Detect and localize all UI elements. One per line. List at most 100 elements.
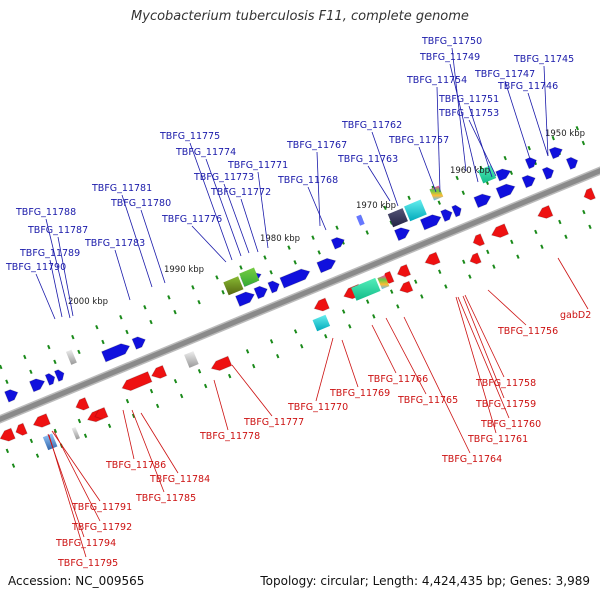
reverse-gene-label: TBFG_11761 xyxy=(467,434,528,445)
track-tick xyxy=(53,428,58,434)
reverse-gene xyxy=(0,427,16,442)
track-tick xyxy=(390,289,394,294)
track-tick xyxy=(372,314,376,319)
track-tick xyxy=(125,329,129,335)
track-tick xyxy=(191,285,195,290)
reverse-gene xyxy=(210,355,233,371)
track-tick xyxy=(317,250,321,255)
forward-gene xyxy=(548,146,564,160)
reverse-leader-line xyxy=(457,296,510,419)
forward-leader-line xyxy=(504,80,531,160)
olive-gene xyxy=(223,276,244,296)
gray-gene xyxy=(184,351,199,368)
reverse-gene xyxy=(472,233,486,247)
reverse-gene-label: TBFG_11770 xyxy=(287,402,348,413)
forward-gene xyxy=(451,204,462,218)
track-tick xyxy=(276,353,280,359)
reverse-leader-line xyxy=(455,296,497,434)
reverse-gene-label: TBFG_11778 xyxy=(199,431,260,442)
forward-leader-line xyxy=(223,183,250,254)
track-tick xyxy=(95,324,99,330)
track-tick xyxy=(503,155,507,161)
reverse-gene-label: TBFG_11765 xyxy=(397,395,458,406)
reverse-gene-label: TBFG_11758 xyxy=(475,378,536,389)
forward-gene-label: TBFG_11745 xyxy=(513,54,574,65)
track-tick xyxy=(11,463,16,468)
forward-leader-line xyxy=(189,142,233,261)
forward-leader-line xyxy=(114,249,131,301)
track-tick xyxy=(197,369,202,374)
forward-gene-label: TBFG_11776 xyxy=(161,214,222,225)
track-tick xyxy=(540,244,544,249)
track-tick xyxy=(516,254,520,259)
track-tick xyxy=(509,170,514,176)
track-tick xyxy=(324,334,328,339)
forward-gene xyxy=(495,168,512,182)
forward-gene xyxy=(53,369,65,383)
multi-gene xyxy=(429,185,444,201)
track-tick xyxy=(149,319,153,325)
forward-leader-line xyxy=(468,105,493,178)
forward-gene-label: TBFG_11762 xyxy=(341,120,402,131)
track-tick xyxy=(53,359,57,365)
forward-gene-label: TBFG_11768 xyxy=(277,175,338,186)
track-tick xyxy=(558,219,562,225)
track-tick xyxy=(245,349,250,354)
reverse-leader-line xyxy=(341,339,359,388)
track-tick xyxy=(581,140,586,146)
forward-gene-label: TBFG_11787 xyxy=(27,225,88,236)
track-tick xyxy=(179,393,184,399)
track-tick xyxy=(71,334,75,340)
track-tick xyxy=(534,229,538,235)
track-tick xyxy=(564,234,568,240)
forward-gene xyxy=(316,257,337,274)
cyan-gene xyxy=(404,199,427,222)
track-tick xyxy=(197,299,201,305)
track-tick xyxy=(173,309,177,315)
reverse-gene-label: TBFG_11764 xyxy=(441,454,502,465)
track-tick xyxy=(455,175,459,181)
reverse-leader-line xyxy=(487,289,527,326)
backbone-axis xyxy=(0,168,600,422)
track-tick xyxy=(341,309,346,314)
reverse-gene xyxy=(32,413,51,428)
forward-gene xyxy=(234,291,256,308)
track-tick xyxy=(215,275,219,280)
reverse-gene xyxy=(490,223,510,239)
track-tick xyxy=(269,270,273,275)
forward-gene xyxy=(419,214,442,231)
forward-gene xyxy=(521,174,536,189)
reverse-gene xyxy=(537,204,554,219)
forward-leader-line xyxy=(45,218,71,319)
green-gene xyxy=(239,267,260,287)
gray-gene xyxy=(71,426,81,440)
track-tick xyxy=(461,190,465,195)
forward-leader-line xyxy=(543,65,549,157)
scale-label: 2000 kbp xyxy=(68,297,108,307)
track-tick xyxy=(588,224,592,230)
track-tick xyxy=(269,339,274,344)
track-tick xyxy=(335,225,339,230)
forward-gene-label: TBFG_11754 xyxy=(406,75,467,86)
navy-gene xyxy=(387,208,408,228)
reverse-gene-label: TBFG_11792 xyxy=(71,522,132,533)
track-tick xyxy=(575,125,579,131)
reverse-gene xyxy=(121,370,153,392)
reverse-leader-line xyxy=(140,412,179,474)
forward-gene-label: TBFG_11772 xyxy=(210,187,271,198)
forward-gene-label: TBFG_11780 xyxy=(110,198,171,209)
reverse-leader-line xyxy=(213,379,229,431)
forward-gene-label: TBFG_11775 xyxy=(159,131,220,142)
track-tick xyxy=(143,305,147,310)
reverse-gene-label: TBFG_11791 xyxy=(71,502,132,513)
forward-leader-line xyxy=(191,225,227,263)
forward-gene-label: TBFG_11763 xyxy=(337,154,398,165)
reverse-gene-label: gabD2 xyxy=(560,310,591,321)
track-tick xyxy=(29,369,33,375)
track-tick xyxy=(300,344,304,349)
reverse-leader-line xyxy=(403,316,471,454)
forward-gene-label: TBFG_11774 xyxy=(175,147,236,158)
reverse-leader-line xyxy=(48,434,87,558)
reverse-leader-line xyxy=(131,409,165,493)
